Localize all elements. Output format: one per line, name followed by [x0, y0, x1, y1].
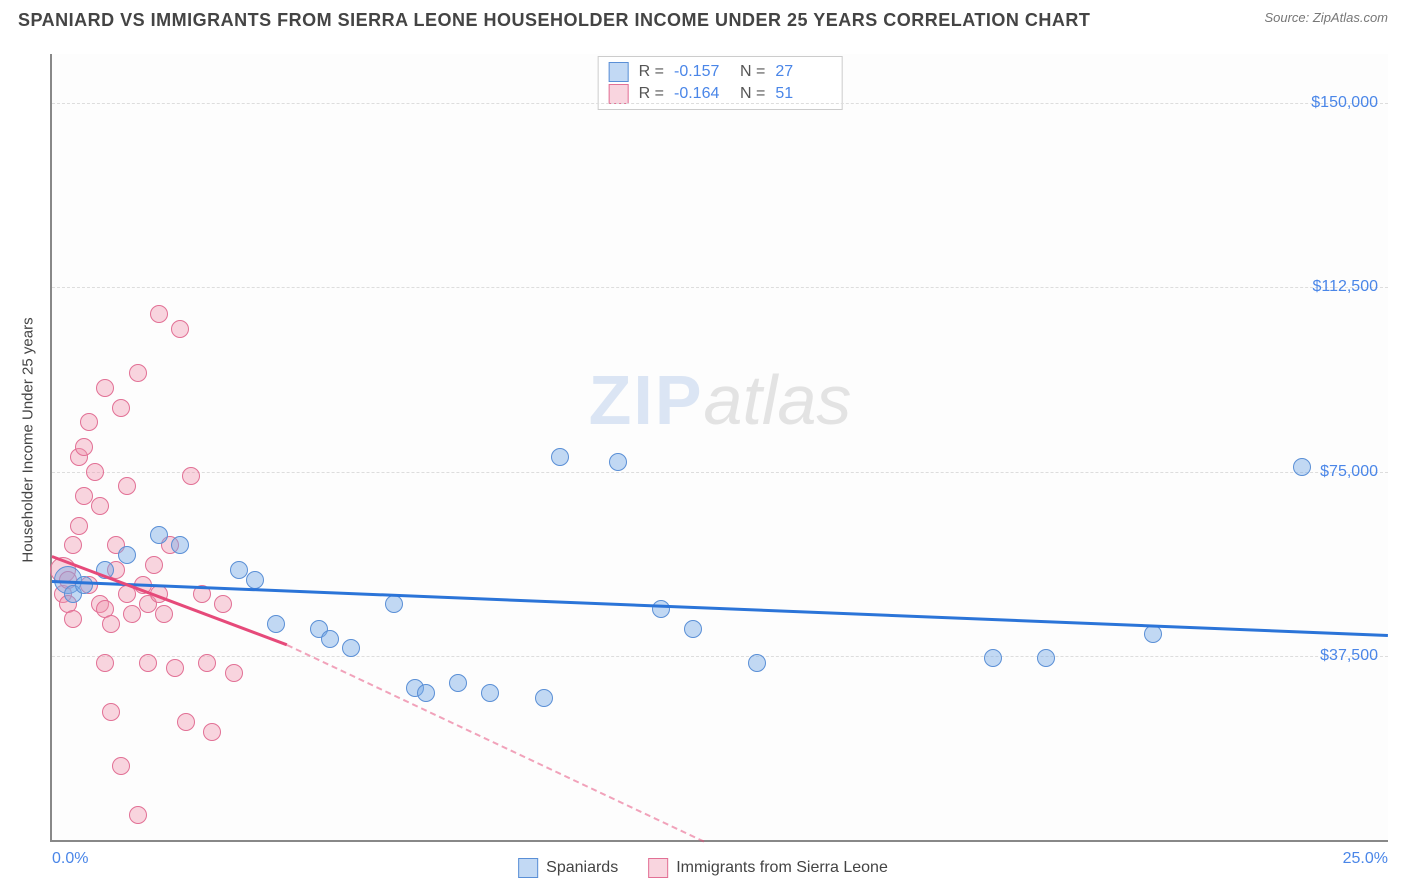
stats-row-sierra-leone: R = -0.164 N = 51	[609, 83, 832, 105]
data-point-spaniards	[535, 689, 553, 707]
data-point-sierra_leone	[150, 305, 168, 323]
data-point-sierra_leone	[123, 605, 141, 623]
data-point-spaniards	[652, 600, 670, 618]
data-point-spaniards	[1144, 625, 1162, 643]
data-point-spaniards	[321, 630, 339, 648]
data-point-spaniards	[75, 576, 93, 594]
y-tick-label: $75,000	[1320, 463, 1378, 481]
gridline	[52, 287, 1388, 288]
data-point-sierra_leone	[86, 463, 104, 481]
legend-item-sierra-leone: Immigrants from Sierra Leone	[648, 858, 888, 878]
legend-item-spaniards: Spaniards	[518, 858, 618, 878]
data-point-sierra_leone	[102, 703, 120, 721]
trend-line	[52, 580, 1388, 637]
watermark: ZIPatlas	[589, 360, 852, 440]
data-point-spaniards	[481, 684, 499, 702]
data-point-sierra_leone	[145, 556, 163, 574]
data-point-spaniards	[984, 649, 1002, 667]
stats-legend: R = -0.157 N = 27 R = -0.164 N = 51	[598, 56, 843, 110]
y-tick-label: $37,500	[1320, 647, 1378, 665]
bottom-legend: Spaniards Immigrants from Sierra Leone	[518, 858, 888, 878]
data-point-sierra_leone	[155, 605, 173, 623]
watermark-zip: ZIP	[589, 361, 704, 439]
data-point-sierra_leone	[64, 536, 82, 554]
data-point-sierra_leone	[75, 438, 93, 456]
data-point-spaniards	[171, 536, 189, 554]
source-label: Source: ZipAtlas.com	[1264, 10, 1388, 25]
data-point-sierra_leone	[171, 320, 189, 338]
swatch-spaniards	[609, 62, 629, 82]
data-point-spaniards	[684, 620, 702, 638]
trend-line	[287, 644, 705, 842]
data-point-sierra_leone	[96, 379, 114, 397]
data-point-spaniards	[1293, 458, 1311, 476]
data-point-sierra_leone	[112, 757, 130, 775]
data-point-sierra_leone	[70, 517, 88, 535]
n-label: N =	[740, 85, 765, 103]
legend-swatch-spaniards	[518, 858, 538, 878]
data-point-sierra_leone	[198, 654, 216, 672]
data-point-sierra_leone	[182, 467, 200, 485]
n-label: N =	[740, 63, 765, 81]
data-point-spaniards	[342, 639, 360, 657]
data-point-sierra_leone	[96, 654, 114, 672]
x-tick-label: 0.0%	[52, 850, 88, 868]
gridline	[52, 472, 1388, 473]
data-point-sierra_leone	[214, 595, 232, 613]
data-point-spaniards	[609, 453, 627, 471]
n-value-sierra-leone: 51	[775, 85, 831, 103]
r-value-sierra-leone: -0.164	[674, 85, 730, 103]
data-point-spaniards	[267, 615, 285, 633]
y-axis-label: Householder Income Under 25 years	[20, 317, 37, 562]
data-point-sierra_leone	[225, 664, 243, 682]
trend-line	[52, 555, 288, 646]
data-point-sierra_leone	[64, 610, 82, 628]
gridline	[52, 103, 1388, 104]
data-point-sierra_leone	[129, 364, 147, 382]
data-point-sierra_leone	[80, 413, 98, 431]
data-point-sierra_leone	[112, 399, 130, 417]
data-point-spaniards	[385, 595, 403, 613]
data-point-spaniards	[246, 571, 264, 589]
data-point-sierra_leone	[91, 497, 109, 515]
r-label: R =	[639, 85, 664, 103]
data-point-sierra_leone	[177, 713, 195, 731]
y-tick-label: $150,000	[1311, 94, 1378, 112]
data-point-spaniards	[449, 674, 467, 692]
watermark-atlas: atlas	[704, 361, 852, 439]
data-point-spaniards	[230, 561, 248, 579]
legend-swatch-sierra-leone	[648, 858, 668, 878]
data-point-sierra_leone	[203, 723, 221, 741]
legend-label-sierra-leone: Immigrants from Sierra Leone	[676, 859, 888, 877]
data-point-spaniards	[551, 448, 569, 466]
scatter-plot: ZIPatlas R = -0.157 N = 27 R = -0.164 N …	[50, 54, 1388, 842]
data-point-spaniards	[118, 546, 136, 564]
r-label: R =	[639, 63, 664, 81]
n-value-spaniards: 27	[775, 63, 831, 81]
gridline	[52, 656, 1388, 657]
data-point-sierra_leone	[166, 659, 184, 677]
data-point-sierra_leone	[129, 806, 147, 824]
y-tick-label: $112,500	[1312, 278, 1378, 296]
stats-row-spaniards: R = -0.157 N = 27	[609, 61, 832, 83]
data-point-spaniards	[1037, 649, 1055, 667]
chart-title: SPANIARD VS IMMIGRANTS FROM SIERRA LEONE…	[18, 10, 1090, 31]
data-point-sierra_leone	[118, 477, 136, 495]
data-point-spaniards	[417, 684, 435, 702]
data-point-spaniards	[150, 526, 168, 544]
r-value-spaniards: -0.157	[674, 63, 730, 81]
x-tick-label: 25.0%	[1343, 850, 1388, 868]
data-point-sierra_leone	[102, 615, 120, 633]
legend-label-spaniards: Spaniards	[546, 859, 618, 877]
data-point-spaniards	[748, 654, 766, 672]
swatch-sierra-leone	[609, 84, 629, 104]
data-point-sierra_leone	[75, 487, 93, 505]
data-point-sierra_leone	[139, 654, 157, 672]
